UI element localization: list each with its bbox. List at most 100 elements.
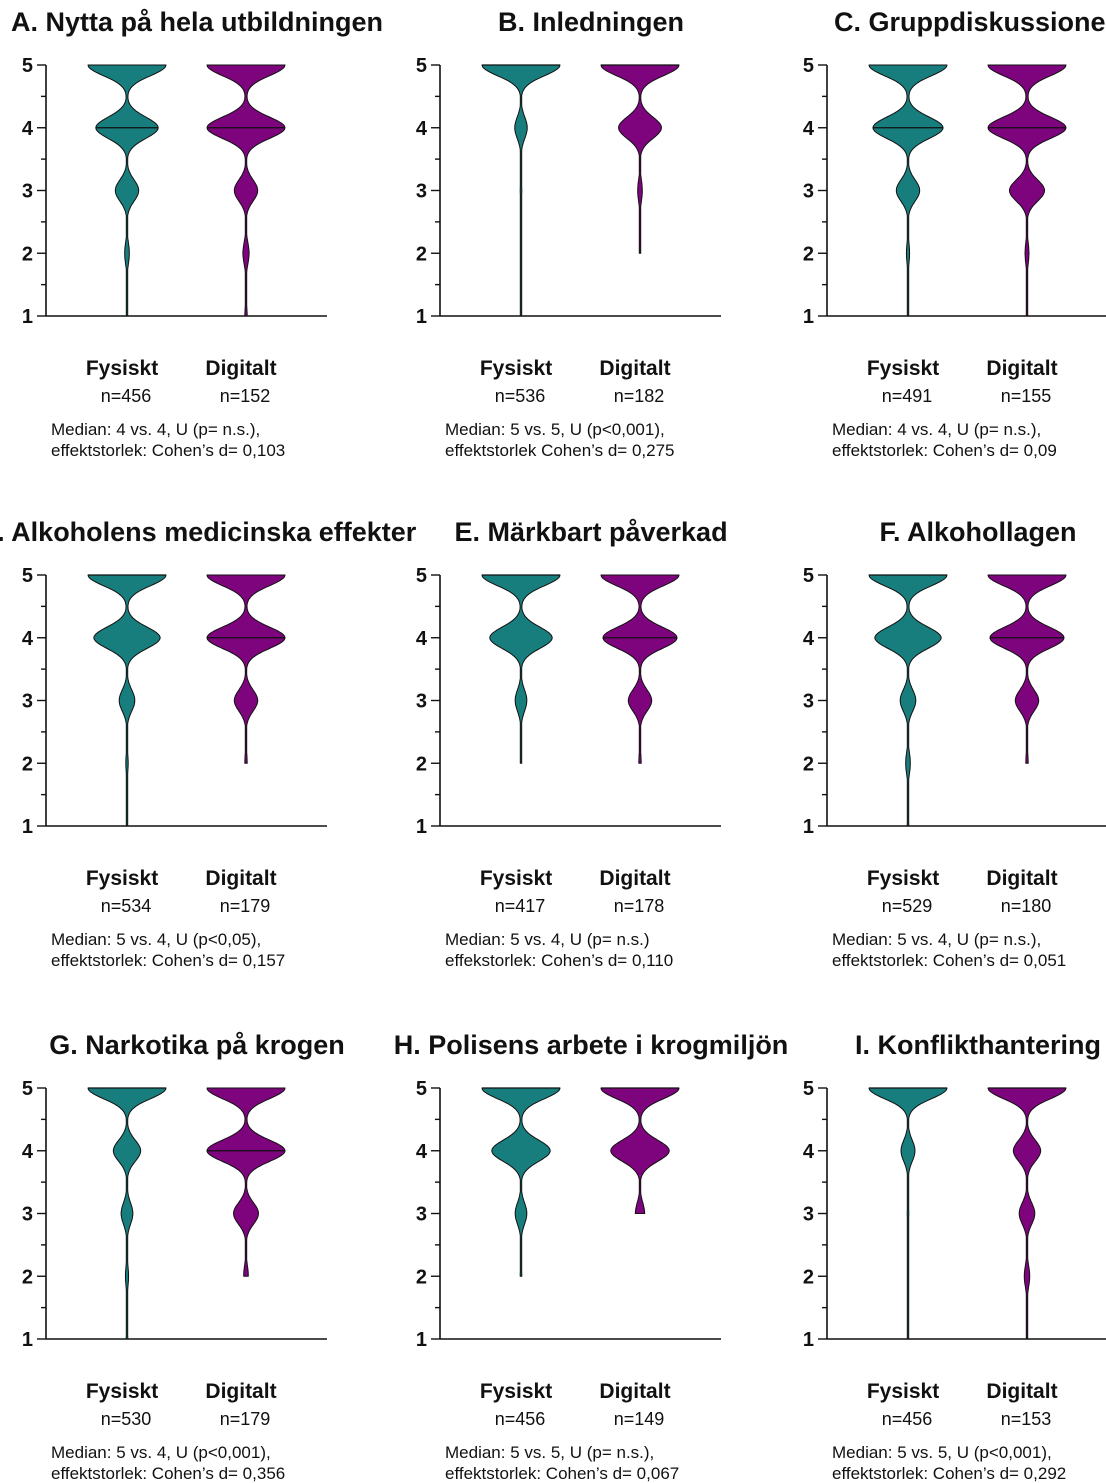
- sample-size-label: n=456: [495, 1409, 546, 1429]
- panel-title: D. Alkoholens medicinska effekter: [0, 517, 417, 547]
- median-test-text: Median: 5 vs. 5, U (p= n.s.),: [445, 1443, 654, 1462]
- y-tick-label: 3: [416, 181, 427, 203]
- y-tick-label: 2: [416, 753, 427, 775]
- y-tick-label: 3: [416, 1204, 427, 1226]
- effect-size-text: effektstorlek: Cohen’s d= 0,356: [51, 1464, 285, 1483]
- violin-panel: D. Alkoholens medicinska effekter 1 2 3 4 5 Fy…: [0, 517, 417, 970]
- sample-size-label: n=417: [495, 896, 546, 916]
- sample-size-label: n=530: [101, 1409, 152, 1429]
- y-tick-label: 5: [22, 55, 33, 77]
- category-label: Digitalt: [205, 867, 276, 890]
- y-tick-label: 3: [803, 181, 814, 203]
- violin-panel: E. Märkbart påverkad 1 2 3 4 5 Fysiskt n=417 Dig…: [416, 517, 728, 970]
- y-tick-label: 4: [22, 1141, 34, 1163]
- category-label: Fysiskt: [86, 357, 158, 380]
- effect-size-text: effektstorlek: Cohen’s d= 0,157: [51, 951, 285, 970]
- sample-size-label: n=152: [220, 386, 271, 406]
- median-test-text: Median: 5 vs. 5, U (p<0,001),: [832, 1443, 1052, 1462]
- violin-body: [206, 574, 286, 764]
- y-tick-label: 2: [803, 243, 814, 265]
- violin-body: [600, 574, 680, 764]
- y-tick-label: 4: [416, 628, 428, 650]
- y-tick-label: 4: [22, 628, 34, 650]
- panel-title: I. Konflikthantering: [855, 1030, 1101, 1060]
- y-tick-label: 5: [803, 1078, 814, 1100]
- sample-size-label: n=155: [1001, 386, 1052, 406]
- y-tick-label: 4: [803, 118, 815, 140]
- panel-title: A. Nytta på hela utbildningen: [11, 7, 383, 37]
- y-tick-label: 5: [803, 565, 814, 587]
- violin-body: [206, 64, 286, 317]
- sample-size-label: n=529: [882, 896, 933, 916]
- sample-size-label: n=182: [614, 386, 665, 406]
- sample-size-label: n=179: [220, 1409, 271, 1429]
- effect-size-text: effektstorlek: Cohen’s d= 0,292: [832, 1464, 1066, 1483]
- y-tick-label: 4: [22, 118, 34, 140]
- violin-body: [481, 1087, 561, 1277]
- effect-size-text: effektstorlek: Cohen’s d= 0,067: [445, 1464, 679, 1483]
- effect-size-text: effektstorlek: Cohen’s d= 0,103: [51, 441, 285, 460]
- category-label: Fysiskt: [480, 1380, 552, 1403]
- category-label: Digitalt: [599, 357, 670, 380]
- y-tick-label: 1: [803, 1329, 814, 1351]
- y-tick-label: 3: [22, 1204, 33, 1226]
- y-tick-label: 1: [416, 816, 427, 838]
- panel-title: B. Inledningen: [498, 7, 684, 37]
- category-label: Fysiskt: [86, 867, 158, 890]
- y-tick-label: 4: [416, 1141, 428, 1163]
- panel-title: C. Gruppdiskussionen: [834, 7, 1106, 37]
- sample-size-label: n=149: [614, 1409, 665, 1429]
- violin-panel: F. Alkohollagen 1 2 3 4 5 Fysiskt n=529 Digitalt…: [803, 517, 1106, 970]
- median-test-text: Median: 4 vs. 4, U (p= n.s.),: [51, 420, 260, 439]
- sample-size-label: n=179: [220, 896, 271, 916]
- violin-body: [600, 1087, 680, 1214]
- y-tick-label: 4: [416, 118, 428, 140]
- violin-body: [987, 574, 1067, 764]
- panel-title: E. Märkbart påverkad: [454, 517, 727, 547]
- sample-size-label: n=456: [882, 1409, 933, 1429]
- violin-body: [87, 64, 167, 317]
- category-label: Digitalt: [205, 1380, 276, 1403]
- y-tick-label: 1: [416, 1329, 427, 1351]
- violin-body: [87, 574, 167, 827]
- violin-body: [481, 64, 561, 317]
- sample-size-label: n=536: [495, 386, 546, 406]
- y-tick-label: 5: [22, 1078, 33, 1100]
- category-label: Fysiskt: [867, 867, 939, 890]
- category-label: Fysiskt: [480, 357, 552, 380]
- violin-body: [868, 64, 948, 317]
- violin-body: [868, 574, 948, 827]
- category-label: Digitalt: [986, 357, 1057, 380]
- y-tick-label: 1: [22, 306, 33, 328]
- category-label: Fysiskt: [867, 1380, 939, 1403]
- category-label: Digitalt: [986, 867, 1057, 890]
- category-label: Digitalt: [986, 1380, 1057, 1403]
- sample-size-label: n=178: [614, 896, 665, 916]
- y-tick-label: 1: [22, 816, 33, 838]
- y-tick-label: 3: [22, 181, 33, 203]
- violin-panel: I. Konflikthantering 1 2 3 4 5 Fysiskt n=456 Dig…: [803, 1030, 1106, 1483]
- category-label: Digitalt: [599, 1380, 670, 1403]
- violin-body: [87, 1087, 167, 1340]
- category-label: Fysiskt: [86, 1380, 158, 1403]
- violin-panel: A. Nytta på hela utbildningen 1 2 3 4 5 Fysisk…: [11, 7, 383, 460]
- effect-size-text: effektstorlek: Cohen’s d= 0,09: [832, 441, 1057, 460]
- y-tick-label: 3: [22, 691, 33, 713]
- category-label: Digitalt: [205, 357, 276, 380]
- median-test-text: Median: 4 vs. 4, U (p= n.s.),: [832, 420, 1041, 439]
- y-tick-label: 5: [416, 55, 427, 77]
- effect-size-text: effektstorlek: Cohen’s d= 0,051: [832, 951, 1066, 970]
- y-tick-label: 5: [22, 565, 33, 587]
- violin-body: [206, 1087, 286, 1277]
- violin-body: [987, 64, 1067, 317]
- median-test-text: Median: 5 vs. 4, U (p= n.s.),: [832, 930, 1041, 949]
- category-label: Digitalt: [599, 867, 670, 890]
- sample-size-label: n=153: [1001, 1409, 1052, 1429]
- y-tick-label: 1: [803, 816, 814, 838]
- median-test-text: Median: 5 vs. 4, U (p<0,001),: [51, 1443, 271, 1462]
- y-tick-label: 4: [803, 628, 815, 650]
- median-test-text: Median: 5 vs. 5, U (p<0,001),: [445, 420, 665, 439]
- median-test-text: Median: 5 vs. 4, U (p= n.s.): [445, 930, 650, 949]
- violin-panel: G. Narkotika på krogen 1 2 3 4 5 Fysiskt n=530 D…: [22, 1030, 345, 1483]
